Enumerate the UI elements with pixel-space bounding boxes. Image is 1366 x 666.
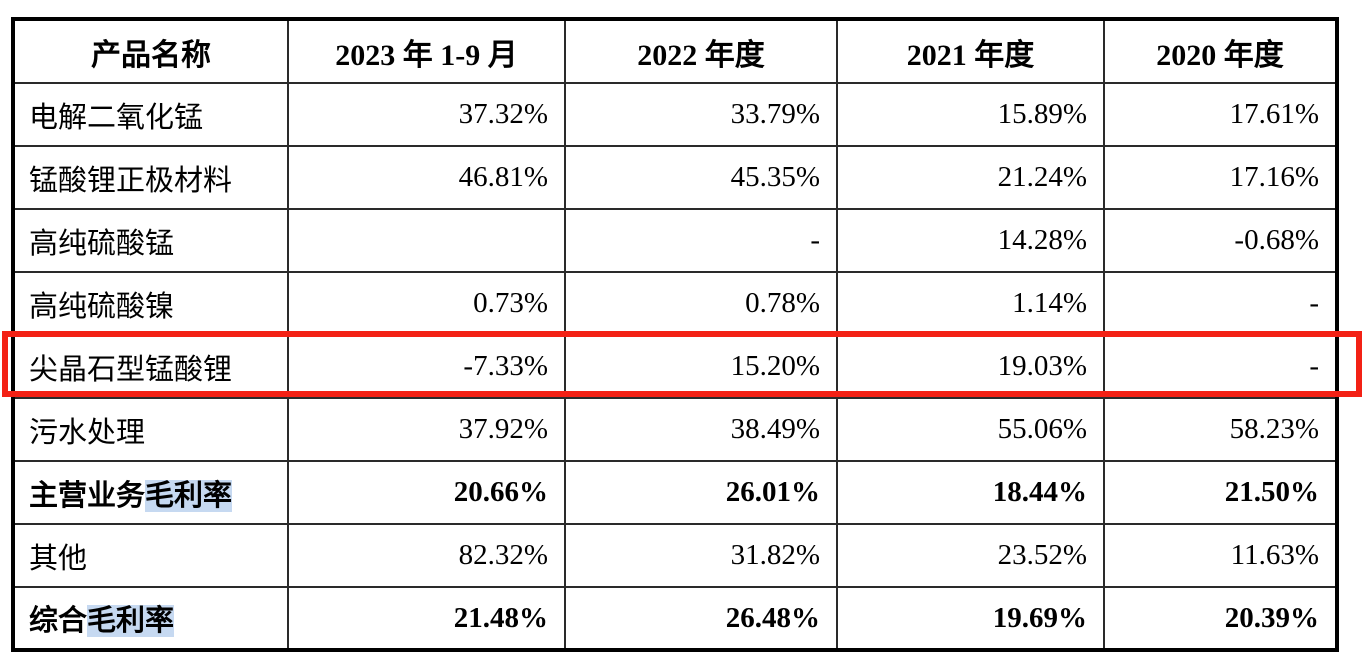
product-name-cell: 污水处理 <box>12 397 289 462</box>
table-row: 其他 82.32% 31.82% 23.52% 11.63% <box>12 523 1338 588</box>
value-cell: - <box>1103 271 1338 336</box>
product-name-cell: 尖晶石型锰酸锂 <box>12 334 289 399</box>
value-cell: 58.23% <box>1103 397 1338 462</box>
value-cell: 17.16% <box>1103 145 1338 210</box>
value-cell: 19.03% <box>836 334 1105 399</box>
table-row: 高纯硫酸镍 0.73% 0.78% 1.14% - <box>12 271 1338 336</box>
value-cell: 19.69% <box>836 586 1105 651</box>
value-cell: 11.63% <box>1103 523 1338 588</box>
column-header-2022: 2022 年度 <box>564 18 838 84</box>
value-cell: 38.49% <box>564 397 838 462</box>
highlighted-label-text: 毛利率 <box>87 605 175 637</box>
table-row: 电解二氧化锰 37.32% 33.79% 15.89% 17.61% <box>12 82 1338 147</box>
table-row-overall-margin: 综合毛利率 21.48% 26.48% 19.69% 20.39% <box>12 586 1338 651</box>
value-cell: 55.06% <box>836 397 1105 462</box>
value-cell: 0.78% <box>564 271 838 336</box>
table-row: 锰酸锂正极材料 46.81% 45.35% 21.24% 17.16% <box>12 145 1338 210</box>
value-cell: 46.81% <box>287 145 566 210</box>
value-cell: -7.33% <box>287 334 566 399</box>
value-cell: 31.82% <box>564 523 838 588</box>
value-cell: - <box>564 208 838 273</box>
label-text: 综合 <box>29 605 88 637</box>
value-cell: - <box>1103 334 1338 399</box>
value-cell: 33.79% <box>564 82 838 147</box>
value-cell: 45.35% <box>564 145 838 210</box>
product-name-cell: 综合毛利率 <box>12 586 289 651</box>
value-cell: 23.52% <box>836 523 1105 588</box>
gross-margin-table: 产品名称 2023 年 1-9 月 2022 年度 2021 年度 2020 年… <box>11 17 1339 652</box>
highlighted-label-text: 毛利率 <box>145 479 233 512</box>
product-name-cell: 高纯硫酸镍 <box>12 271 289 336</box>
product-name-cell: 电解二氧化锰 <box>12 82 289 147</box>
value-cell: 17.61% <box>1103 82 1338 147</box>
value-cell: 14.28% <box>836 208 1105 273</box>
value-cell: 21.24% <box>836 145 1105 210</box>
value-cell: 82.32% <box>287 523 566 588</box>
value-cell: 21.50% <box>1103 460 1338 525</box>
column-header-2023: 2023 年 1-9 月 <box>287 18 566 84</box>
value-cell: 26.48% <box>564 586 838 651</box>
value-cell: -0.68% <box>1103 208 1338 273</box>
value-cell: 15.89% <box>836 82 1105 147</box>
table-row-highlighted: 尖晶石型锰酸锂 -7.33% 15.20% 19.03% - <box>12 334 1338 399</box>
table-row-main-business-margin: 主营业务毛利率 20.66% 26.01% 18.44% 21.50% <box>12 460 1338 525</box>
value-cell: 37.92% <box>287 397 566 462</box>
value-cell: 21.48% <box>287 586 566 651</box>
product-name-cell: 锰酸锂正极材料 <box>12 145 289 210</box>
product-name-cell: 其他 <box>12 523 289 588</box>
table-header-row: 产品名称 2023 年 1-9 月 2022 年度 2021 年度 2020 年… <box>12 18 1338 84</box>
value-cell: 1.14% <box>836 271 1105 336</box>
value-cell: 15.20% <box>564 334 838 399</box>
label-text: 主营业务 <box>29 479 146 512</box>
value-cell: 37.32% <box>287 82 566 147</box>
value-cell <box>287 208 566 273</box>
value-cell: 20.66% <box>287 460 566 525</box>
product-name-cell: 高纯硫酸锰 <box>12 208 289 273</box>
table-row: 高纯硫酸锰 - 14.28% -0.68% <box>12 208 1338 273</box>
column-header-2021: 2021 年度 <box>836 18 1105 84</box>
product-name-cell: 主营业务毛利率 <box>12 460 289 525</box>
table-row: 污水处理 37.92% 38.49% 55.06% 58.23% <box>12 397 1338 462</box>
value-cell: 18.44% <box>836 460 1105 525</box>
value-cell: 26.01% <box>564 460 838 525</box>
column-header-product: 产品名称 <box>12 18 289 84</box>
column-header-2020: 2020 年度 <box>1103 18 1338 84</box>
value-cell: 0.73% <box>287 271 566 336</box>
value-cell: 20.39% <box>1103 586 1338 651</box>
